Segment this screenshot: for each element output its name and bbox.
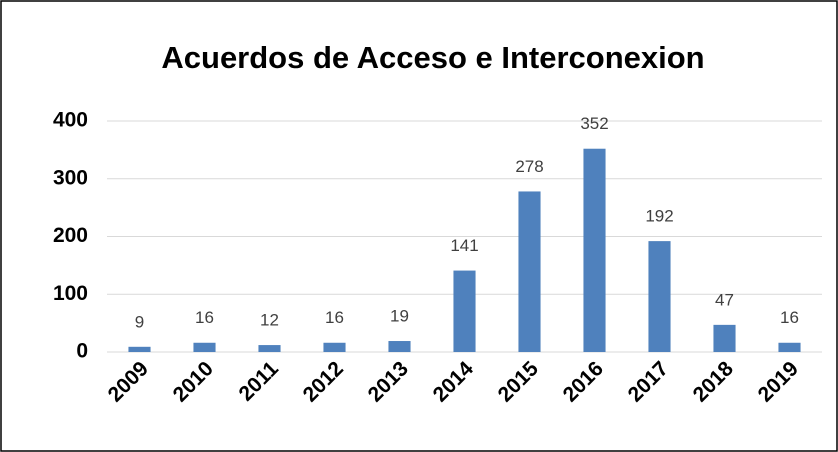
data-label: 12 bbox=[260, 311, 279, 330]
data-label: 9 bbox=[135, 312, 144, 331]
data-label: 278 bbox=[515, 157, 543, 176]
data-label: 192 bbox=[645, 207, 673, 226]
data-label: 16 bbox=[780, 308, 799, 327]
data-label: 16 bbox=[195, 308, 214, 327]
y-tick-label: 200 bbox=[53, 224, 88, 247]
data-label: 352 bbox=[580, 114, 608, 133]
data-label: 19 bbox=[390, 307, 409, 326]
chart-title: Acuerdos de Acceso e Interconexion bbox=[161, 40, 704, 75]
bar bbox=[128, 346, 151, 352]
y-tick-label: 0 bbox=[76, 340, 88, 363]
data-label: 47 bbox=[715, 290, 734, 309]
y-tick-label: 300 bbox=[53, 166, 88, 189]
bar bbox=[193, 342, 216, 352]
bar bbox=[453, 270, 476, 352]
y-tick-label: 100 bbox=[53, 282, 88, 305]
bar bbox=[323, 342, 346, 352]
bar bbox=[388, 341, 411, 352]
bar bbox=[648, 241, 671, 352]
y-tick-label: 400 bbox=[53, 109, 88, 132]
bar bbox=[583, 148, 606, 352]
bar bbox=[713, 324, 736, 352]
bar bbox=[518, 191, 541, 352]
data-label: 141 bbox=[450, 236, 478, 255]
bar bbox=[778, 342, 801, 352]
bar bbox=[258, 345, 281, 352]
data-label: 16 bbox=[325, 308, 344, 327]
